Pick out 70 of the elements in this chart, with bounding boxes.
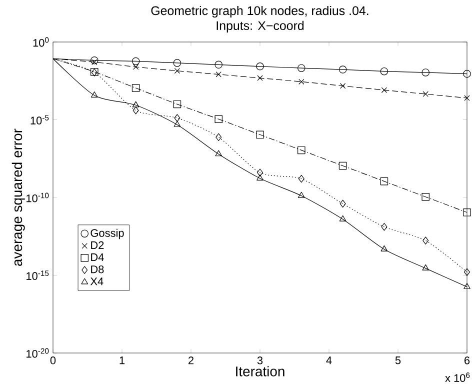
point [173,59,182,67]
point [214,60,222,69]
point [340,200,346,208]
chart-title: Geometric graph 10k nodes, radius .04. [151,6,368,18]
point [339,215,346,222]
point [257,75,263,81]
x-tick-label: 0 [50,356,56,364]
y-tick-label: 10$^{-5}$ [30,115,49,124]
point [90,56,98,64]
point [338,66,347,74]
point [216,133,222,142]
y-tick-label: 10$^{-20}$ [26,348,49,358]
point [381,87,388,93]
point [380,67,388,76]
y-tick-label: 10$^{-10}$ [26,192,49,202]
point [422,68,430,76]
point [214,115,222,123]
point [298,174,304,183]
point [132,84,140,92]
point [257,168,263,176]
y-tick-label: 10$^{-15}$ [26,270,49,280]
point [381,222,388,231]
x-tick-label: 1 [120,356,125,364]
legend-label: D4 [91,253,104,261]
legend-label: D8 [91,265,104,274]
point [422,91,428,97]
point [340,83,346,89]
point [298,64,306,72]
point [380,177,388,186]
point [92,59,98,65]
x-tick-label: 2 [188,356,194,364]
point [298,78,304,85]
x-tick-label: 4 [326,356,332,364]
point [132,106,139,114]
point [464,268,470,276]
y-tick-label: 10$^{0}$ [33,37,49,47]
point [132,101,140,108]
point [422,192,430,201]
point [463,70,471,78]
y-axis-title: average squared error [12,128,25,266]
text: x 10$^{6}$ [445,372,470,382]
legend-label: X4 [90,278,104,286]
point [216,72,222,78]
point [464,282,470,289]
point [298,146,306,154]
point [132,57,140,66]
point [215,150,222,156]
point [422,236,429,244]
point [298,192,305,198]
legend-label: Gossip [90,228,124,240]
x-tick-label: 6 [464,356,470,364]
x-axis-title: Iteration [236,366,284,376]
point [380,245,388,252]
point [90,91,98,98]
point [422,264,430,270]
point [132,64,139,70]
point [174,68,180,74]
point [464,95,470,101]
point [256,62,264,70]
point [173,100,182,108]
point [256,130,264,139]
point [174,114,180,122]
point [174,120,181,127]
chart-subtitle: Inputs: X−coord [216,20,304,32]
point [256,174,264,180]
x-tick-label: 3 [257,356,263,364]
legend-label: D2 [91,241,104,249]
point [463,208,471,216]
point [338,162,347,170]
x-tick-label: 5 [395,356,401,364]
